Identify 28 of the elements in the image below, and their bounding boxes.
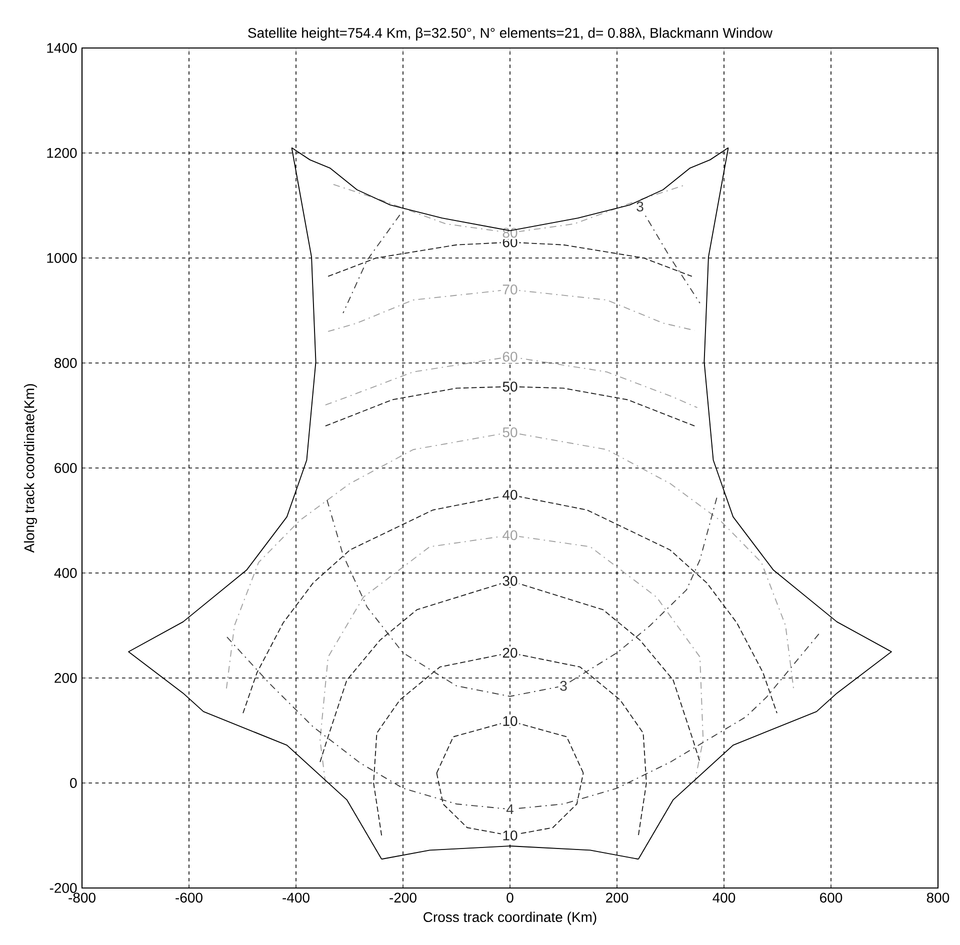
y-tick-label: 600 <box>54 463 77 473</box>
y-tick-label: 800 <box>54 358 77 368</box>
series-label: 70 <box>502 284 518 294</box>
y-tick-label: 400 <box>54 568 77 578</box>
y-tick-label: 1200 <box>47 148 77 158</box>
x-tick-label: -800 <box>68 892 96 903</box>
x-tick-label: 200 <box>606 892 628 903</box>
x-tick-label: -400 <box>282 892 310 903</box>
chart-title: Satellite height=754.4 Km, β=32.50°, N° elements=21, d= 0.88λ, Blackmann Window <box>248 28 773 41</box>
x-tick-label: -600 <box>176 892 202 903</box>
x-tick-label: 600 <box>820 892 842 903</box>
x-tick-label: 0 <box>506 892 514 903</box>
series-label: 3 <box>636 202 644 212</box>
x-tick-label: 400 <box>712 892 736 903</box>
y-tick-label: 1000 <box>47 253 77 263</box>
y-tick-label: 1400 <box>47 43 77 53</box>
series-label: 50 <box>502 382 518 392</box>
series-label: 40 <box>502 530 518 540</box>
y-tick-label: 0 <box>70 778 77 788</box>
y-axis-title: Along track coordinate(Km) <box>24 384 37 553</box>
series-label: 50 <box>502 427 518 438</box>
x-axis-title: Cross track coordinate (Km) <box>424 912 596 925</box>
y-tick-label: -200 <box>50 883 77 893</box>
series-label: 3 <box>560 680 567 691</box>
y-tick-label: 200 <box>54 673 77 683</box>
x-tick-label: -200 <box>390 892 416 903</box>
x-tick-label: 800 <box>926 892 950 903</box>
series-label: 4 <box>506 804 514 814</box>
